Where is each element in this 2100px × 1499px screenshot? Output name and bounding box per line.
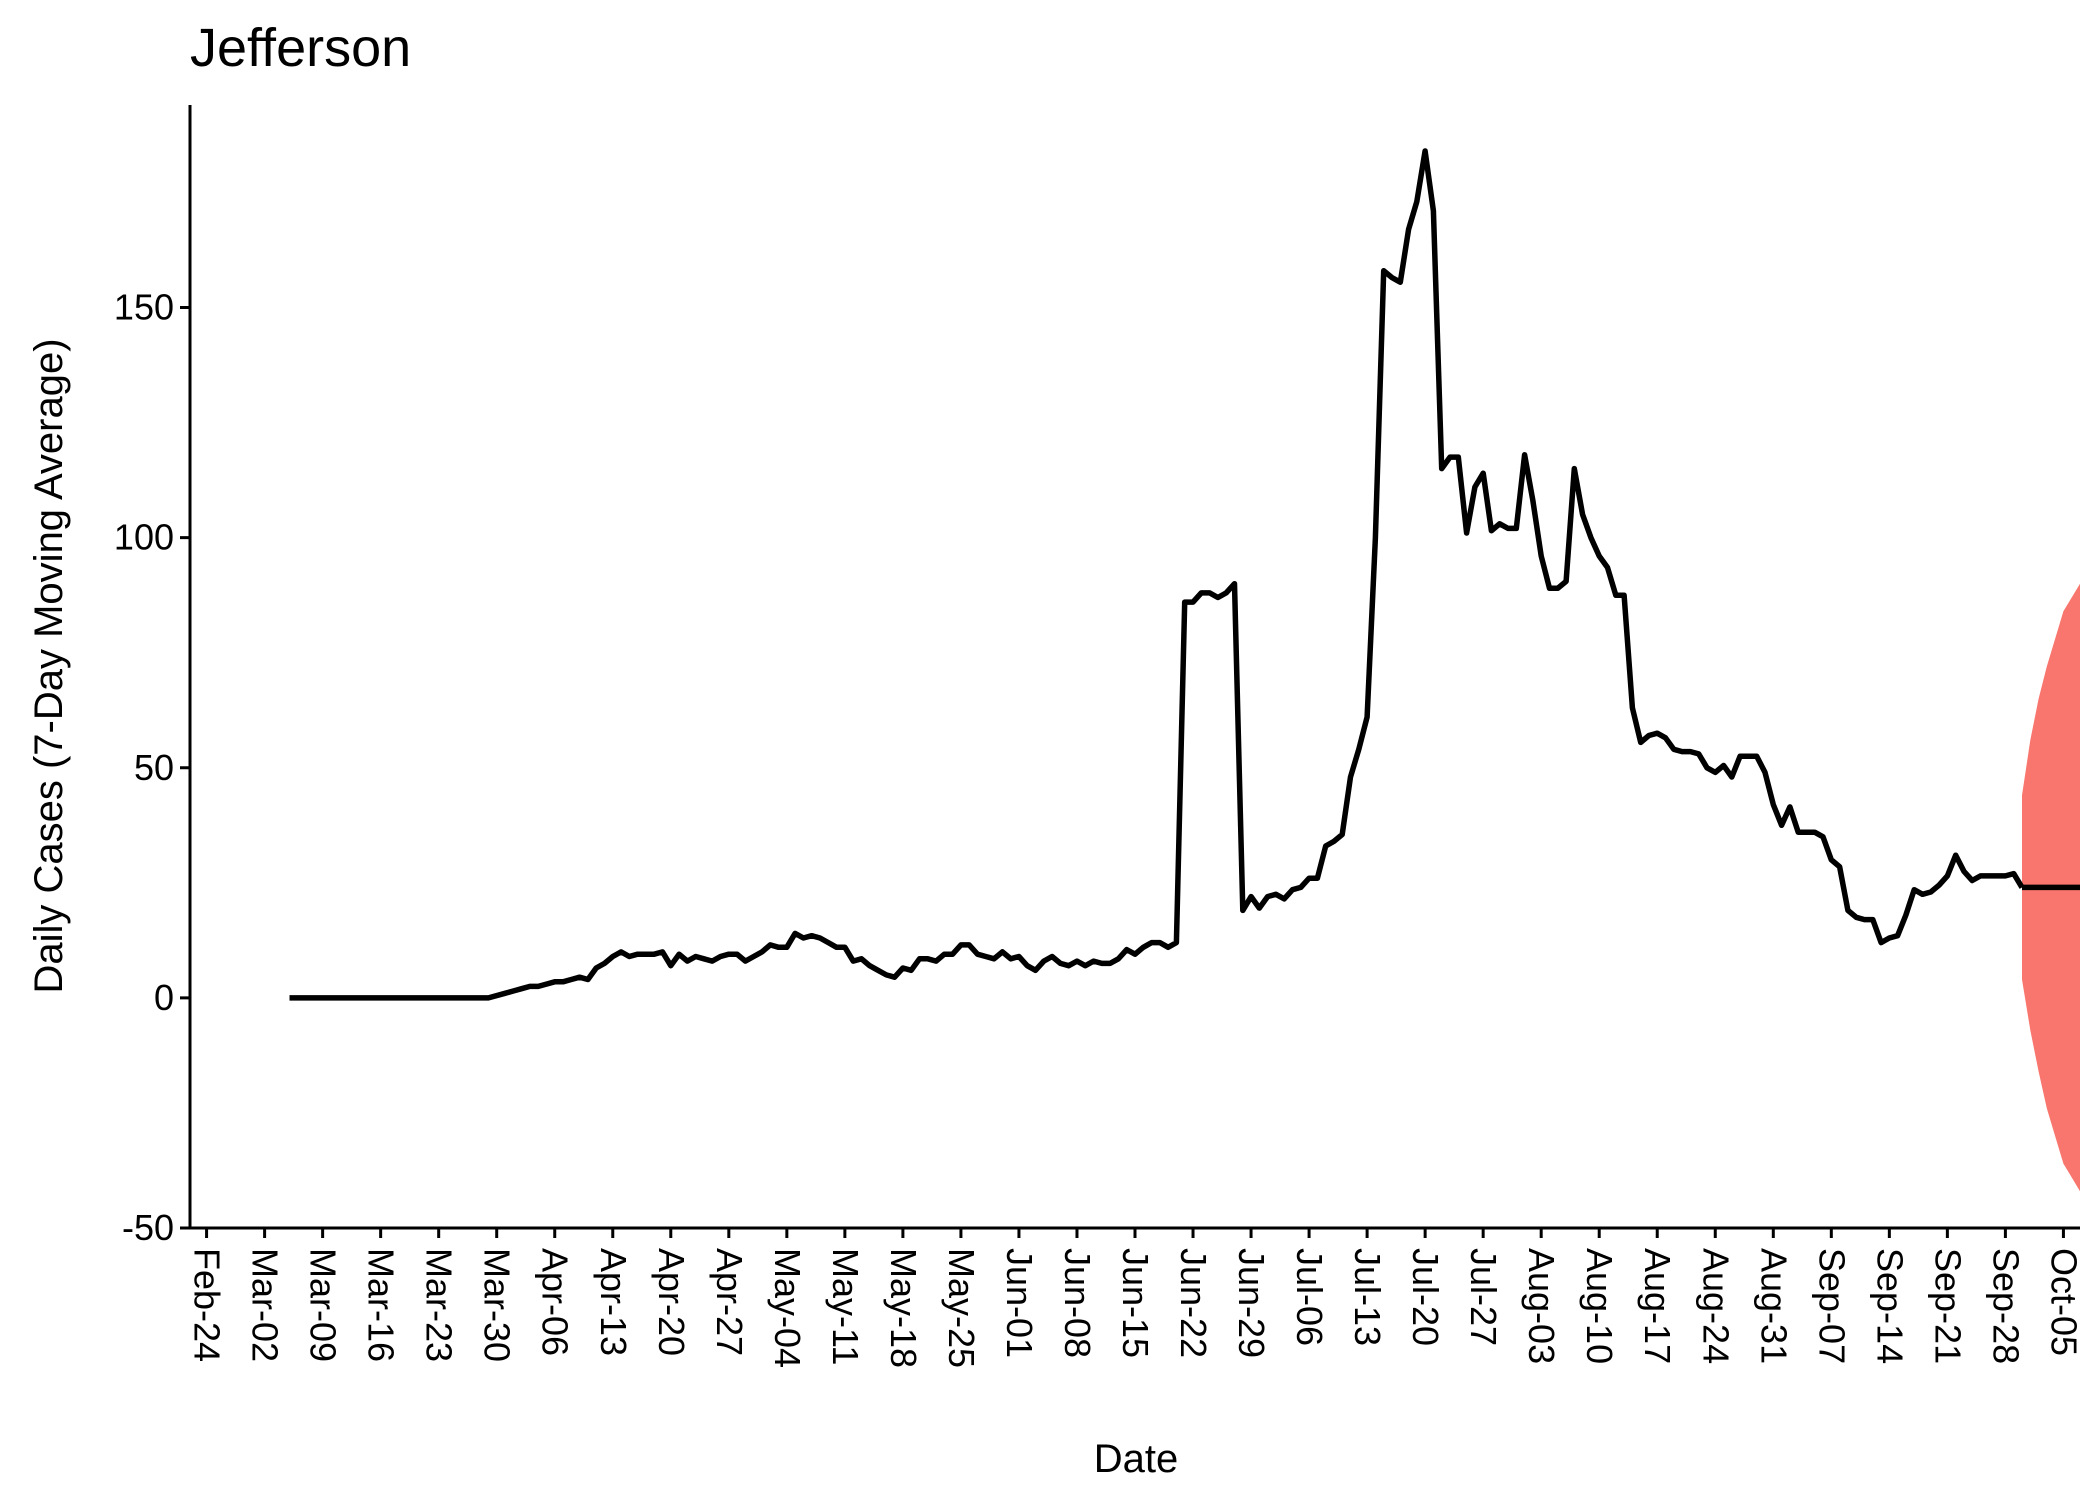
x-tick-label: Aug-10 xyxy=(1579,1248,1620,1364)
x-tick-label: Sep-28 xyxy=(1985,1248,2026,1364)
x-tick-label: May-18 xyxy=(883,1248,924,1368)
x-tick-label: Jul-13 xyxy=(1347,1248,1388,1346)
x-tick-label: Aug-17 xyxy=(1637,1248,1678,1364)
x-tick-label: May-04 xyxy=(767,1248,808,1368)
x-tick-label: Jul-06 xyxy=(1289,1248,1330,1346)
series-line-layer xyxy=(289,148,2080,1001)
x-tick-label: Sep-07 xyxy=(1811,1248,1852,1364)
daily-cases-line xyxy=(289,148,2025,1001)
x-tick-label: Aug-03 xyxy=(1521,1248,1562,1364)
x-tick-label: Mar-02 xyxy=(245,1248,286,1362)
x-axis-title: Date xyxy=(1094,1437,1179,1481)
x-tick-label: Mar-16 xyxy=(361,1248,402,1362)
x-tick-label: Oct-05 xyxy=(2043,1248,2084,1356)
x-tick-label: Mar-23 xyxy=(419,1248,460,1362)
y-tick-label: 100 xyxy=(114,517,174,558)
x-tick-label: Aug-31 xyxy=(1753,1248,1794,1364)
x-tick-label: Jun-08 xyxy=(1057,1248,1098,1358)
x-tick-label: Mar-30 xyxy=(477,1248,518,1362)
x-tick-label: Apr-27 xyxy=(709,1248,750,1356)
y-tick-label: -50 xyxy=(122,1207,174,1248)
y-axis-title: Daily Cases (7-Day Moving Average) xyxy=(27,338,71,993)
chart-title: Jefferson xyxy=(190,18,411,78)
x-tick-label: May-25 xyxy=(941,1248,982,1368)
x-tick-label: Sep-14 xyxy=(1869,1248,1910,1364)
y-tick-label: 0 xyxy=(154,977,174,1018)
x-tick-label: Jul-27 xyxy=(1463,1248,1504,1346)
x-tick-label: Sep-21 xyxy=(1927,1248,1968,1364)
x-tick-label: Mar-09 xyxy=(303,1248,344,1362)
x-tick-label: May-11 xyxy=(825,1248,866,1365)
x-tick-label: Feb-24 xyxy=(187,1248,228,1362)
x-axis-ticks: Feb-24 Mar-02 Mar-09 Mar-16 Mar-23 Mar-30 Apr-… xyxy=(187,1228,2084,1368)
x-tick-label: Apr-06 xyxy=(535,1248,576,1356)
y-tick-label: 50 xyxy=(134,747,174,788)
y-axis-ticks: -50 0 50 100 150 xyxy=(114,287,190,1248)
x-tick-label: Jul-20 xyxy=(1405,1248,1446,1346)
x-tick-label: Apr-20 xyxy=(651,1248,692,1356)
x-tick-label: Jun-15 xyxy=(1115,1248,1156,1358)
x-tick-label: Jun-22 xyxy=(1173,1248,1214,1358)
x-tick-label: Aug-24 xyxy=(1695,1248,1736,1364)
y-tick-label: 150 xyxy=(114,287,174,328)
x-tick-label: Jun-29 xyxy=(1231,1248,1272,1358)
x-tick-label: Jun-01 xyxy=(999,1248,1040,1358)
x-tick-label: Apr-13 xyxy=(593,1248,634,1356)
